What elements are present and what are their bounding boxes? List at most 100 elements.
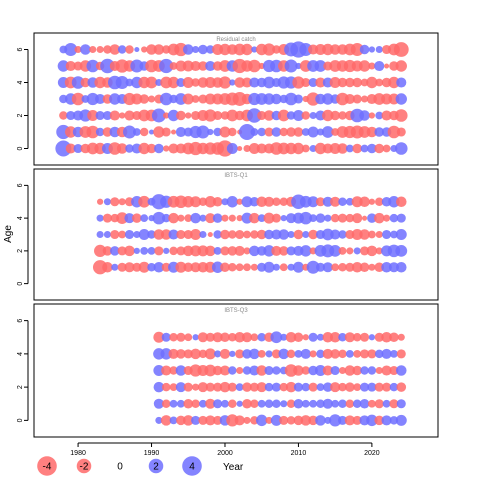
residual-bubble [138,142,150,155]
residual-bubble [287,263,295,271]
residual-bubble [80,44,91,55]
residual-bubble [293,415,304,426]
residual-bubble [102,127,113,137]
residual-bubble [184,214,193,223]
residual-bubble [175,261,187,273]
residual-bubble [293,398,304,409]
residual-bubble [204,348,216,360]
residual-bubble [228,366,237,375]
residual-bubble [176,349,186,359]
residual-bubble [205,60,216,72]
residual-bubble [293,365,304,376]
residual-bubble [103,198,112,206]
residual-bubble [271,349,281,359]
residual-bubble [374,399,384,409]
residual-bubble [161,332,171,342]
residual-bubble [249,348,260,360]
residual-bubble [94,244,107,257]
y-tick-label: 0 [17,282,24,286]
residual-bubble [338,382,347,392]
residual-bubble [382,144,391,153]
residual-bubble [249,382,259,392]
residual-bubble [280,215,287,222]
residual-bubble [286,416,296,425]
residual-bubble [213,399,223,409]
residual-bubble [265,416,273,424]
residual-bubble [345,144,354,153]
residual-bubble [389,332,399,343]
residual-bubble [110,197,120,207]
residual-bubble [190,212,201,224]
residual-bubble [374,143,385,154]
residual-bubble [271,93,282,105]
residual-bubble [239,124,256,140]
residual-bubble [185,112,192,119]
residual-bubble [190,196,202,208]
panel-1: Residual catch 0 2 4 6 [17,32,439,166]
residual-bubble [284,59,298,73]
residual-bubble [175,126,186,138]
residual-bubble [395,414,407,426]
residual-bubble [368,198,376,205]
residual-bubble [286,111,296,120]
y-tick-label: 6 [17,47,24,51]
residual-bubble [359,398,370,409]
residual-bubble [322,109,334,122]
residual-bubble [250,128,259,136]
residual-bubble [199,230,207,239]
panel-frame [33,168,439,301]
residual-bubble [134,46,140,53]
residual-bubble [89,45,97,54]
residual-bubble [249,196,260,207]
residual-bubble [396,399,406,409]
residual-bubble [213,127,222,137]
residual-bubble [308,332,318,342]
residual-bubble [301,77,311,88]
residual-bubble [279,382,288,392]
residual-bubble [153,126,165,138]
residual-bubble [295,62,302,70]
residual-bubble [360,144,369,153]
residual-bubble [212,332,223,343]
residual-bubble [87,110,99,121]
residual-bubble [293,94,303,104]
residual-bubble [322,196,333,207]
residual-bubble [220,332,230,343]
residual-bubble [250,263,258,271]
residual-bubble [234,245,245,256]
residual-bubble [205,332,215,342]
residual-bubble [123,125,136,139]
residual-bubble [228,263,237,272]
residual-bubble [338,263,347,272]
residual-bubble [65,143,76,154]
residual-bubble [138,261,150,273]
residual-bubble [279,127,288,137]
residual-bubble [138,195,151,208]
residual-bubble [367,230,376,239]
residual-bubble [285,381,297,393]
residual-bubble [322,93,334,105]
residual-bubble [346,247,354,255]
residual-bubble [306,260,320,274]
residual-bubble [176,399,185,408]
residual-bubble [140,214,149,223]
residual-bubble [375,45,383,54]
residual-bubble [86,59,100,73]
residual-bubble [197,382,208,393]
residual-bubble [375,111,384,120]
residual-bubble [241,196,253,208]
residual-bubble [190,229,202,240]
residual-bubble [190,348,201,360]
residual-bubble [352,415,362,425]
residual-bubble [264,365,274,376]
residual-bubble [124,262,135,273]
residual-bubble [301,382,311,392]
residual-bubble [396,127,406,137]
residual-bubble [243,247,251,255]
residual-bubble [213,110,223,121]
residual-bubble [361,215,368,221]
residual-bubble [243,144,251,153]
residual-bubble [308,229,318,240]
residual-bubble [336,92,349,106]
